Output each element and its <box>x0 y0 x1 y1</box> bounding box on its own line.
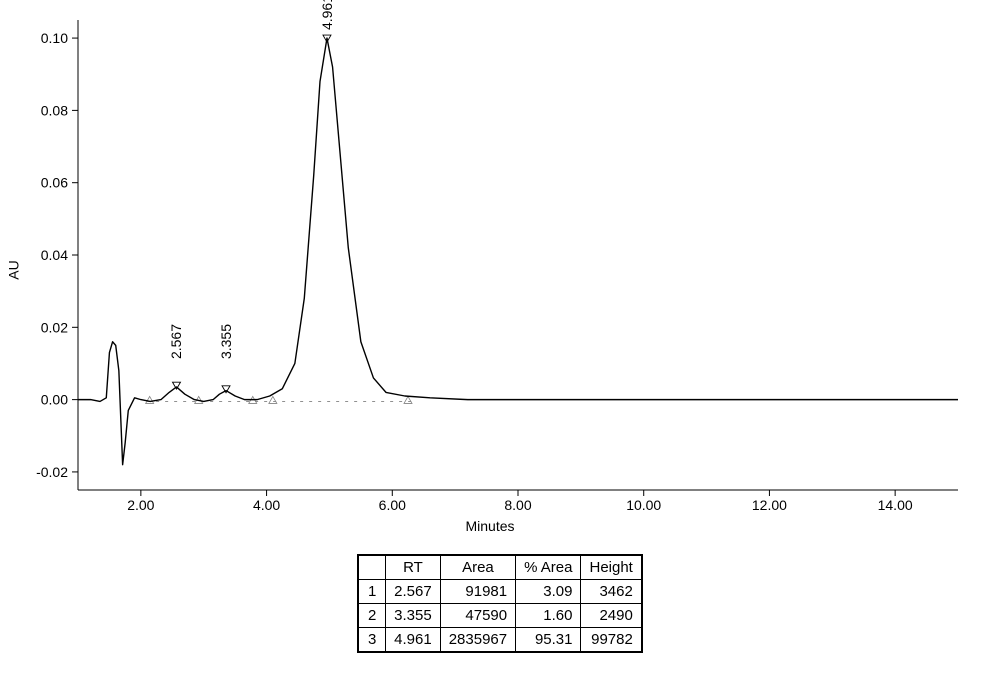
table-cell: 2835967 <box>440 628 515 653</box>
col-index <box>358 555 386 580</box>
chart-svg: -0.02 0.00 0.02 0.04 0.06 0.08 0.10 2.00 4.00 6.0… <box>10 10 970 530</box>
table-header-row: RT Area % Area Height <box>358 555 642 580</box>
svg-text:4.00: 4.00 <box>253 497 280 513</box>
table-cell: 2.567 <box>386 580 441 604</box>
chromatogram-chart: -0.02 0.00 0.02 0.04 0.06 0.08 0.10 2.00 4.00 6.0… <box>10 10 970 530</box>
x-axis-label: Minutes <box>465 518 514 534</box>
col-area: Area <box>440 555 515 580</box>
table-cell: 3.355 <box>386 604 441 628</box>
col-rt: RT <box>386 555 441 580</box>
results-table: RT Area % Area Height 12.567919813.09346… <box>357 554 643 653</box>
table-row: 23.355475901.602490 <box>358 604 642 628</box>
table-row: 34.961283596795.3199782 <box>358 628 642 653</box>
table-cell: 91981 <box>440 580 515 604</box>
svg-text:-0.02: -0.02 <box>36 464 68 480</box>
svg-text:0.10: 0.10 <box>41 30 68 46</box>
svg-text:0.06: 0.06 <box>41 175 68 191</box>
peak-label: 3.355 <box>218 324 234 359</box>
table-cell: 1 <box>358 580 386 604</box>
col-height: Height <box>581 555 642 580</box>
peak-label: 2.567 <box>168 324 184 359</box>
svg-text:2.00: 2.00 <box>127 497 154 513</box>
table-cell: 1.60 <box>516 604 581 628</box>
y-axis-label: AU <box>6 260 22 279</box>
table-cell: 3 <box>358 628 386 653</box>
svg-text:6.00: 6.00 <box>379 497 406 513</box>
table-cell: 2 <box>358 604 386 628</box>
svg-text:0.02: 0.02 <box>41 319 68 335</box>
table-cell: 95.31 <box>516 628 581 653</box>
table-cell: 3462 <box>581 580 642 604</box>
table-cell: 2490 <box>581 604 642 628</box>
chromatogram-report: -0.02 0.00 0.02 0.04 0.06 0.08 0.10 2.00 4.00 6.0… <box>10 10 990 653</box>
peak-label: 4.961 <box>319 0 335 30</box>
svg-text:8.00: 8.00 <box>504 497 531 513</box>
table-cell: 99782 <box>581 628 642 653</box>
svg-text:10.00: 10.00 <box>626 497 661 513</box>
svg-text:14.00: 14.00 <box>878 497 913 513</box>
svg-text:0.08: 0.08 <box>41 102 68 118</box>
svg-text:0.04: 0.04 <box>41 247 68 263</box>
table-cell: 4.961 <box>386 628 441 653</box>
svg-text:0.00: 0.00 <box>41 392 68 408</box>
table-row: 12.567919813.093462 <box>358 580 642 604</box>
col-pctarea: % Area <box>516 555 581 580</box>
table-cell: 47590 <box>440 604 515 628</box>
table-cell: 3.09 <box>516 580 581 604</box>
svg-text:12.00: 12.00 <box>752 497 787 513</box>
